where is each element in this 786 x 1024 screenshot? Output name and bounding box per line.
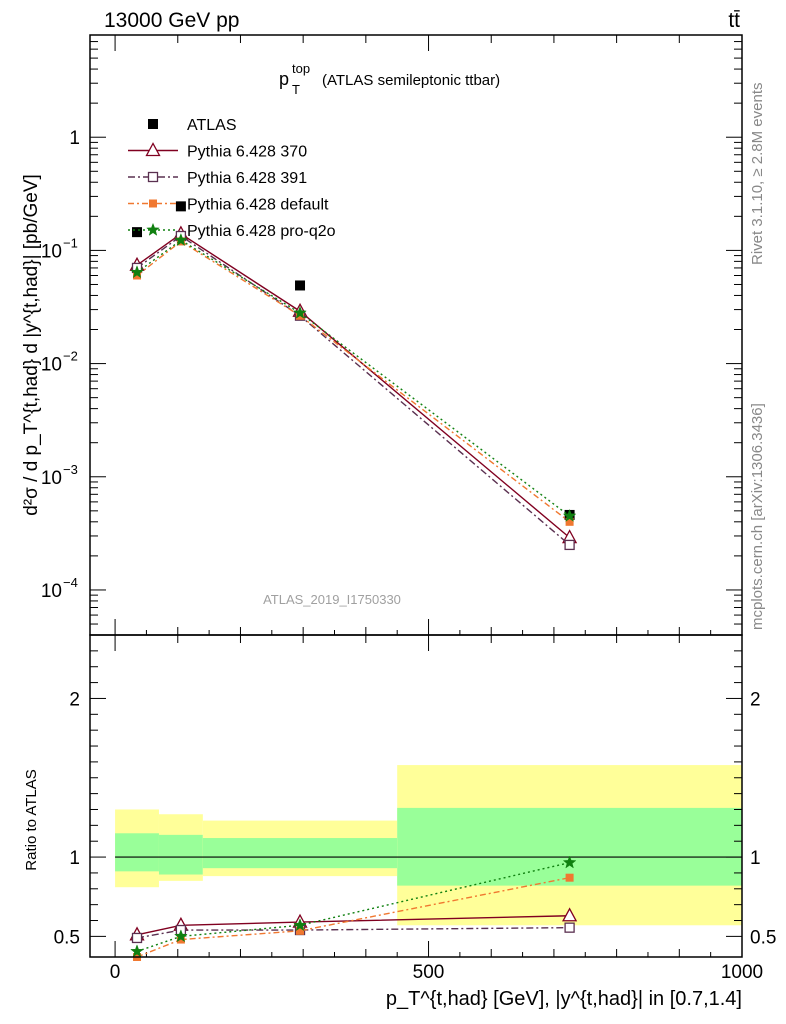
data-point — [130, 265, 144, 279]
data-point — [293, 305, 307, 319]
data-point — [565, 517, 574, 526]
title-main: p — [279, 69, 289, 89]
ratio-series-pq2o — [130, 855, 577, 958]
ratio-y-axis-label: Ratio to ATLAS — [23, 769, 40, 870]
y-tick-exponent: −2 — [63, 349, 78, 364]
stat-uncertainty-band — [158, 834, 203, 875]
mcplots-label: mcplots.cern.ch [arXiv:1306.3436] — [749, 403, 766, 630]
legend-entry: Pythia 6.428 pro-q2o — [187, 223, 336, 240]
series-line — [136, 233, 571, 539]
y-tick-exponent: −3 — [63, 462, 78, 477]
ratio-series-p391 — [131, 922, 575, 944]
ratio-y-ticks: 0.5 0.5 1 1 2 2 — [54, 650, 776, 948]
ratio-y-tick-label-right: 2 — [750, 689, 761, 710]
beam-label: 13000 GeV pp — [104, 9, 239, 32]
legend-entry: Pythia 6.428 391 — [187, 170, 307, 187]
series-line — [136, 235, 571, 546]
plot-title: p top T (ATLAS semileptonic ttbar) — [279, 61, 500, 97]
legend-entry: Pythia 6.428 default — [187, 197, 329, 214]
x-tick-label: 500 — [413, 962, 445, 983]
legend-marker — [148, 119, 158, 129]
main-series — [129, 201, 578, 551]
data-point — [295, 280, 306, 291]
analysis-id-label: ATLAS_2019_I1750330 — [263, 592, 401, 607]
ratio-point — [562, 907, 578, 922]
ratio-point — [131, 932, 143, 944]
ratio-y-tick-label: 0.5 — [54, 927, 80, 948]
legend: ATLAS Pythia 6.428 370 Pythia 6.428 391 Pyt… — [128, 117, 336, 240]
series-line — [136, 240, 571, 523]
legend-entry: ATLAS — [187, 117, 237, 134]
ratio-point — [565, 873, 574, 882]
title-subscript: T — [292, 82, 300, 97]
x-tick-label: 1000 — [721, 962, 763, 983]
ratio-point — [564, 922, 575, 933]
title-rest: (ATLAS semileptonic ttbar) — [322, 72, 500, 89]
ratio-point — [296, 926, 305, 935]
data-point — [133, 271, 142, 280]
title-superscript: top — [292, 61, 310, 76]
rivet-version-label: Rivet 3.1.10, ≥ 2.8M events — [749, 83, 766, 266]
y-tick-label: 10 — [41, 355, 62, 376]
ratio-line — [136, 861, 570, 953]
series-atlas — [132, 201, 575, 520]
ratio-point — [562, 855, 577, 869]
data-point — [175, 201, 186, 212]
stat-uncertainty-band — [115, 833, 159, 872]
y-tick-label: 10 — [41, 468, 62, 489]
series-pdefault — [133, 237, 574, 526]
x-axis-label: p_T^{t,had} [GeV], |y^{t,had}| in [0.7,1… — [386, 988, 742, 1010]
ratio-point — [176, 935, 185, 944]
legend-marker — [146, 222, 160, 236]
y-tick-label: 1 — [69, 128, 80, 149]
x-tick-label: 0 — [110, 962, 121, 983]
data-point — [562, 508, 577, 522]
uncertainty-bands — [115, 765, 742, 926]
ratio-panel: 0.5 0.5 1 1 2 2 0 500 1000 Ratio to ATLAS p_T^{… — [23, 634, 776, 1010]
y-tick-label: 10 — [41, 241, 62, 262]
process-label: tt̄ — [728, 9, 740, 32]
legend-marker — [145, 142, 161, 157]
ratio-x-ticks: 0 500 1000 — [110, 962, 763, 983]
stat-uncertainty-band — [202, 838, 398, 869]
data-point — [132, 227, 143, 238]
ratio-y-tick-label: 2 — [69, 689, 80, 710]
legend-marker — [147, 171, 159, 183]
ratio-line — [136, 915, 570, 936]
main-y-axis-label: d²σ / d p_T^{t,had} d |y^{t,had}| [pb/Ge… — [21, 174, 42, 516]
legend-marker — [149, 199, 157, 208]
series-line — [136, 239, 571, 517]
y-tick-exponent: −4 — [63, 575, 78, 590]
main-y-ticks: 110−110−210−310−4 — [41, 34, 743, 957]
ratio-point — [130, 944, 144, 958]
stat-uncertainty-band — [397, 807, 742, 886]
ratio-point — [174, 929, 188, 943]
legend-entry: Pythia 6.428 370 — [187, 144, 307, 161]
ratio-y-tick-label-right: 0.5 — [750, 927, 776, 948]
series-p391 — [131, 230, 575, 551]
y-tick-exponent: −1 — [63, 235, 78, 250]
ratio-frame — [89, 634, 743, 958]
series-pq2o — [130, 232, 577, 522]
ratio-y-tick-label-right: 1 — [750, 848, 761, 869]
y-tick-label: 10 — [41, 581, 62, 602]
ratio-y-tick-label: 1 — [69, 848, 80, 869]
series-p370 — [129, 225, 578, 544]
data-point — [564, 539, 575, 551]
data-point — [174, 232, 188, 247]
ratio-line — [136, 877, 570, 958]
ratio-line — [136, 926, 570, 939]
ratio-point — [293, 918, 307, 932]
main-panel: ATLAS_2019_I1750330 p top T (ATLAS semil… — [21, 34, 743, 957]
